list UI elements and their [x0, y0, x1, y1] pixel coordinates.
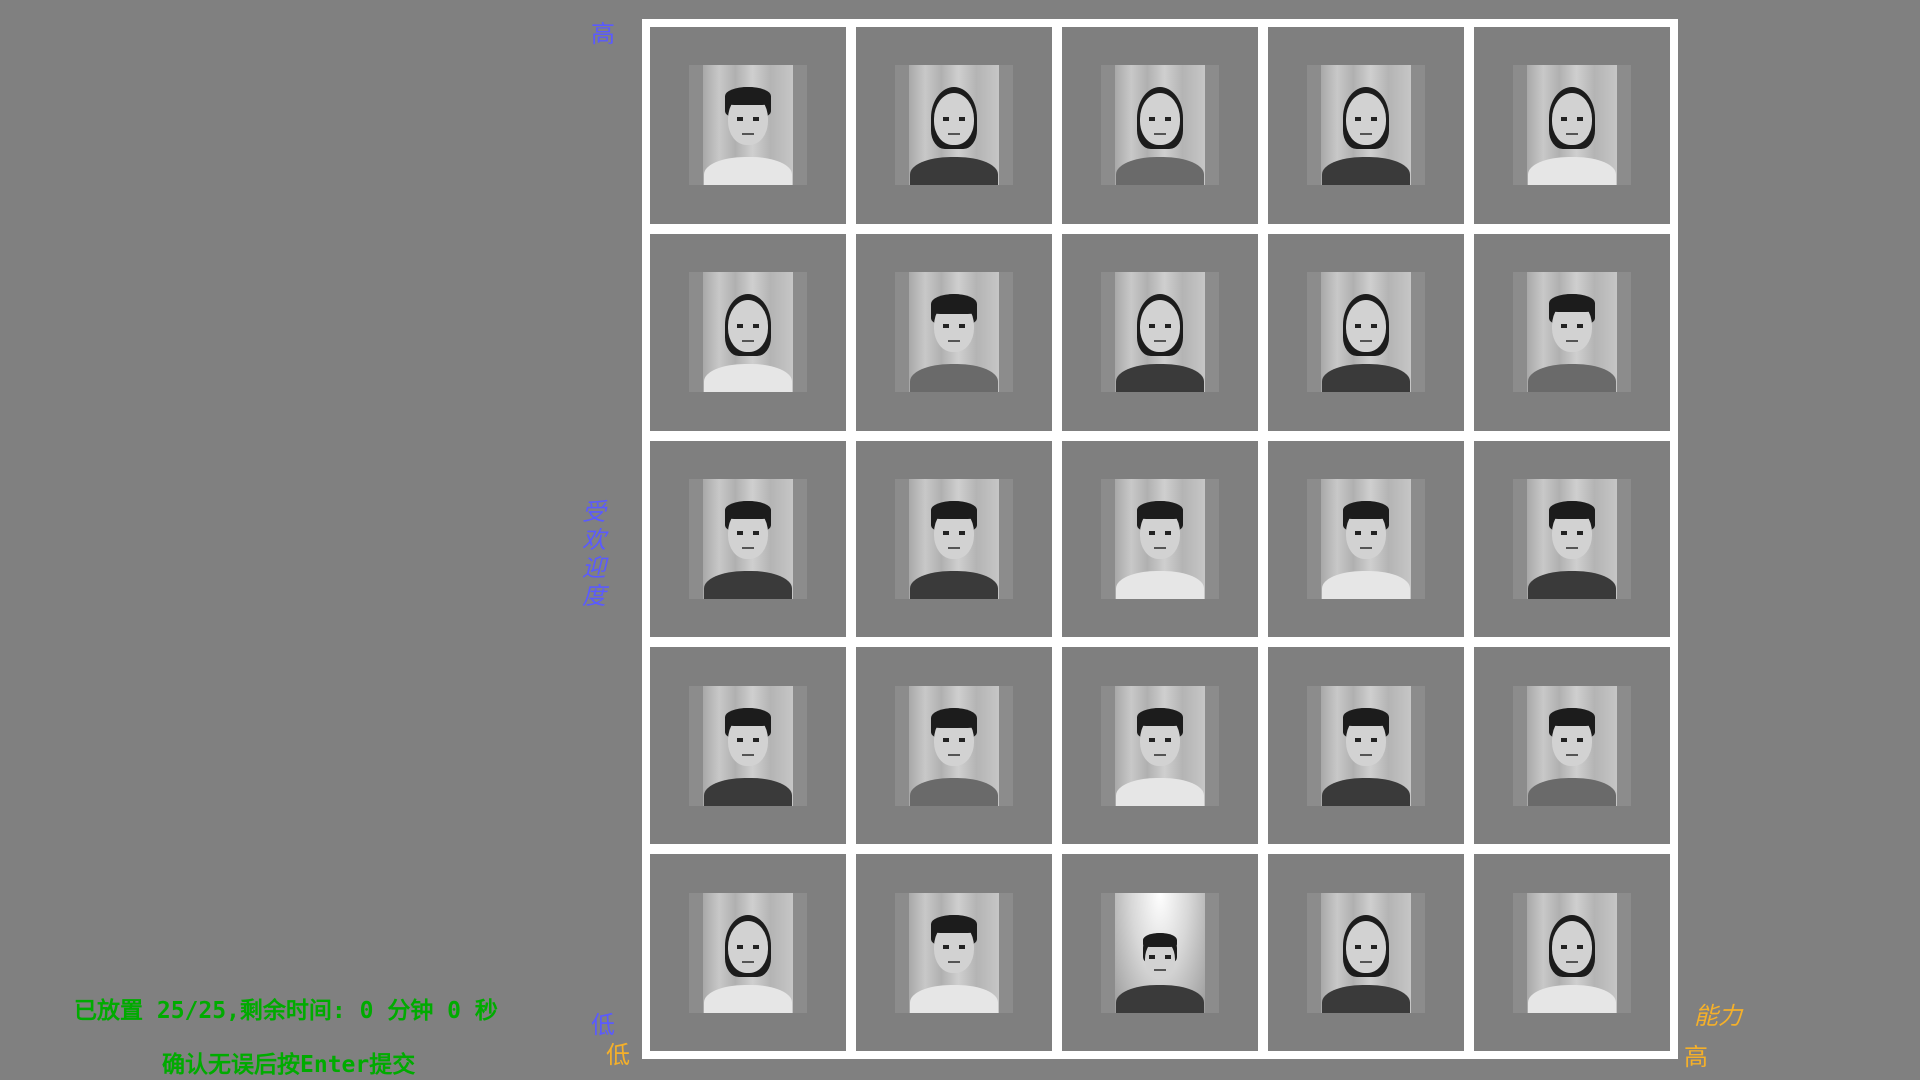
y-axis-title: 受欢迎度 — [582, 498, 606, 610]
x-axis-low-label: 低 — [606, 1041, 630, 1069]
face-photo-female[interactable] — [1527, 892, 1617, 1013]
face-photo-female[interactable] — [909, 65, 999, 186]
face-photo-male[interactable] — [703, 478, 793, 599]
face-photo-male[interactable] — [1527, 478, 1617, 599]
grid-cell[interactable] — [1268, 440, 1464, 638]
face-photo-male[interactable] — [703, 685, 793, 806]
face-photo-male[interactable] — [703, 65, 793, 186]
face-photo-female[interactable] — [1527, 65, 1617, 186]
grid-cell[interactable] — [1062, 854, 1258, 1051]
grid-cell[interactable] — [1268, 647, 1464, 845]
face-photo-male[interactable] — [1321, 478, 1411, 599]
grid-cell[interactable] — [1268, 854, 1464, 1051]
face-photo-female[interactable] — [703, 272, 793, 393]
grid-cell[interactable] — [856, 854, 1052, 1051]
face-photo-male[interactable] — [909, 685, 999, 806]
face-photo-female[interactable] — [1321, 65, 1411, 186]
grid-cell[interactable] — [650, 647, 846, 845]
grid-cell[interactable] — [1474, 440, 1670, 638]
face-photo-male[interactable] — [1115, 478, 1205, 599]
face-photo-female[interactable] — [1115, 272, 1205, 393]
face-photo-female[interactable] — [1115, 65, 1205, 186]
grid-cell[interactable] — [856, 440, 1052, 638]
face-photo-male[interactable] — [1321, 685, 1411, 806]
x-axis-title: 能力 — [1694, 1002, 1742, 1030]
placement-status-text: 已放置 25/25,剩余时间: 0 分钟 0 秒 — [74, 998, 498, 1024]
face-photo-male[interactable] — [909, 272, 999, 393]
face-photo-male[interactable] — [1527, 685, 1617, 806]
grid-cell[interactable] — [650, 854, 846, 1051]
grid-cell[interactable] — [650, 27, 846, 224]
face-photo-female[interactable] — [1321, 272, 1411, 393]
grid-cell[interactable] — [1062, 233, 1258, 431]
grid-cell[interactable] — [1474, 233, 1670, 431]
grid-cell[interactable] — [1062, 647, 1258, 845]
grid-cell[interactable] — [856, 647, 1052, 845]
grid-cell[interactable] — [650, 233, 846, 431]
face-photo-female[interactable] — [1321, 892, 1411, 1013]
grid-cell[interactable] — [856, 233, 1052, 431]
grid-cell[interactable] — [1268, 233, 1464, 431]
grid-cell[interactable] — [1268, 27, 1464, 224]
y-axis-low-label: 低 — [591, 1011, 615, 1039]
grid-cell[interactable] — [650, 440, 846, 638]
grid-cell[interactable] — [1062, 440, 1258, 638]
grid-cell[interactable] — [1062, 27, 1258, 224]
x-axis-high-label: 高 — [1684, 1043, 1708, 1071]
face-photo-male[interactable] — [1115, 892, 1205, 1013]
grid-cell[interactable] — [1474, 854, 1670, 1051]
grid-cell[interactable] — [1474, 647, 1670, 845]
grid-cell[interactable] — [1474, 27, 1670, 224]
face-photo-male[interactable] — [909, 478, 999, 599]
face-photo-male[interactable] — [1527, 272, 1617, 393]
face-photo-female[interactable] — [703, 892, 793, 1013]
grid-cell[interactable] — [856, 27, 1052, 224]
submit-instruction-text: 确认无误后按Enter提交 — [162, 1052, 416, 1078]
face-rating-grid — [642, 19, 1678, 1059]
face-photo-male[interactable] — [909, 892, 999, 1013]
y-axis-high-label: 高 — [591, 20, 615, 48]
face-photo-male[interactable] — [1115, 685, 1205, 806]
